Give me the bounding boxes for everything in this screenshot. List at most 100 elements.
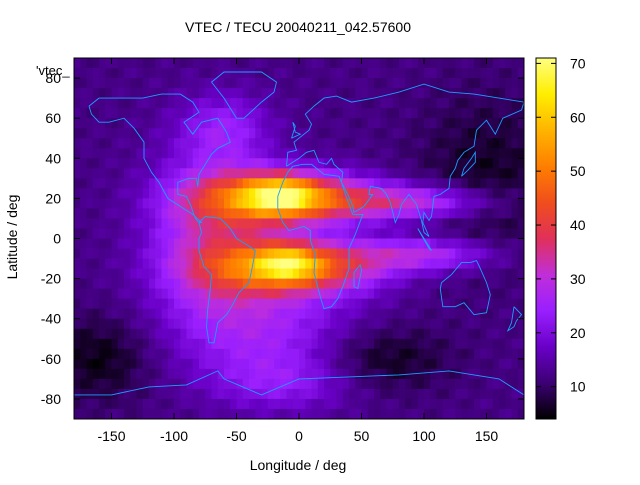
heatmap-cell	[236, 168, 244, 179]
heatmap-cell	[292, 68, 300, 79]
heatmap-cell	[149, 248, 156, 259]
heatmap-cell	[124, 138, 131, 149]
heatmap-cell	[74, 318, 81, 330]
heatmap-cell	[199, 298, 206, 310]
heatmap-cell	[230, 58, 237, 69]
heatmap-cell	[336, 168, 344, 179]
heatmap-cell	[167, 338, 175, 350]
heatmap-cell	[336, 128, 344, 139]
heatmap-cell	[374, 188, 381, 199]
heatmap-cell	[236, 78, 244, 89]
heatmap-cell	[467, 338, 475, 350]
heatmap-cell	[255, 138, 262, 149]
heatmap-cell	[236, 288, 244, 300]
heatmap-cell	[399, 318, 406, 330]
heatmap-cell	[117, 108, 125, 119]
heatmap-cell	[230, 348, 237, 360]
heatmap-cell	[430, 348, 437, 360]
heatmap-cell	[124, 238, 131, 249]
heatmap-cell	[467, 408, 475, 420]
heatmap-cell	[449, 358, 456, 370]
heatmap-cell	[274, 178, 281, 189]
heatmap-cell	[192, 348, 200, 360]
heatmap-cell	[236, 358, 244, 370]
heatmap-cell	[267, 68, 275, 79]
heatmap-cell	[311, 238, 319, 249]
heatmap-cell	[299, 78, 306, 89]
heatmap-cell	[330, 398, 337, 410]
heatmap-cell	[505, 138, 512, 149]
heatmap-cell	[205, 198, 212, 209]
heatmap-cell	[186, 118, 194, 129]
heatmap-cell	[411, 188, 419, 199]
heatmap-cell	[474, 158, 481, 169]
heatmap-cell	[349, 138, 356, 149]
coastline	[210, 71, 278, 119]
heatmap-cell	[149, 178, 156, 189]
heatmap-cell	[249, 158, 256, 169]
heatmap-cell	[124, 158, 131, 169]
heatmap-cell	[280, 408, 287, 420]
heatmap-cell	[292, 148, 300, 159]
heatmap-cell	[349, 58, 356, 69]
heatmap-cell	[349, 218, 356, 229]
heatmap-cell	[249, 348, 256, 360]
heatmap-cell	[442, 138, 450, 149]
heatmap-cell	[192, 208, 200, 219]
heatmap-cell	[186, 208, 194, 219]
heatmap-cell	[136, 198, 144, 209]
heatmap-cell	[111, 258, 119, 269]
heatmap-cell	[230, 208, 237, 219]
heatmap-cell	[367, 328, 375, 340]
heatmap-cell	[186, 348, 194, 360]
heatmap-cell	[417, 88, 425, 99]
heatmap-cell	[174, 148, 181, 159]
heatmap-cell	[155, 228, 162, 239]
x-tick-label: 100	[412, 428, 436, 444]
heatmap-cell	[324, 98, 331, 109]
heatmap-cell	[286, 148, 294, 159]
heatmap-cell	[92, 378, 100, 390]
heatmap-cell	[486, 188, 494, 199]
heatmap-cell	[242, 138, 250, 149]
heatmap-cell	[274, 168, 281, 179]
heatmap-cell	[292, 208, 300, 219]
heatmap-cell	[511, 188, 519, 199]
heatmap-cell	[361, 398, 369, 410]
heatmap-cell	[305, 138, 312, 149]
heatmap-cell	[261, 168, 269, 179]
heatmap-cell	[386, 338, 394, 350]
heatmap-cell	[505, 198, 512, 209]
heatmap-cell	[367, 308, 375, 320]
heatmap-cell	[161, 158, 169, 169]
heatmap-cell	[324, 58, 331, 69]
heatmap-cell	[305, 318, 312, 330]
heatmap-cell	[505, 238, 512, 249]
heatmap-cell	[211, 88, 219, 99]
heatmap-cell	[236, 258, 244, 269]
heatmap-cell	[505, 158, 512, 169]
heatmap-cell	[80, 258, 87, 269]
heatmap-cell	[455, 248, 462, 259]
heatmap-cell	[155, 308, 162, 320]
heatmap-cell	[142, 108, 150, 119]
heatmap-cell	[286, 348, 294, 360]
heatmap-cell	[330, 108, 337, 119]
heatmap-cell	[167, 138, 175, 149]
heatmap-cell	[255, 188, 262, 199]
heatmap-cell	[436, 358, 444, 370]
heatmap-cell	[261, 98, 269, 109]
heatmap-cell	[86, 288, 94, 300]
heatmap-cell	[205, 388, 212, 400]
heatmap-cell	[224, 368, 231, 380]
heatmap-cell	[180, 58, 187, 69]
heatmap-cell	[317, 258, 325, 269]
heatmap-cell	[511, 268, 519, 280]
heatmap-cell	[430, 308, 437, 320]
heatmap-cell	[105, 158, 112, 169]
heatmap-cell	[517, 148, 525, 159]
heatmap-cell	[455, 338, 462, 350]
heatmap-cell	[442, 128, 450, 139]
heatmap-cell	[405, 378, 412, 390]
heatmap-cell	[99, 128, 106, 139]
